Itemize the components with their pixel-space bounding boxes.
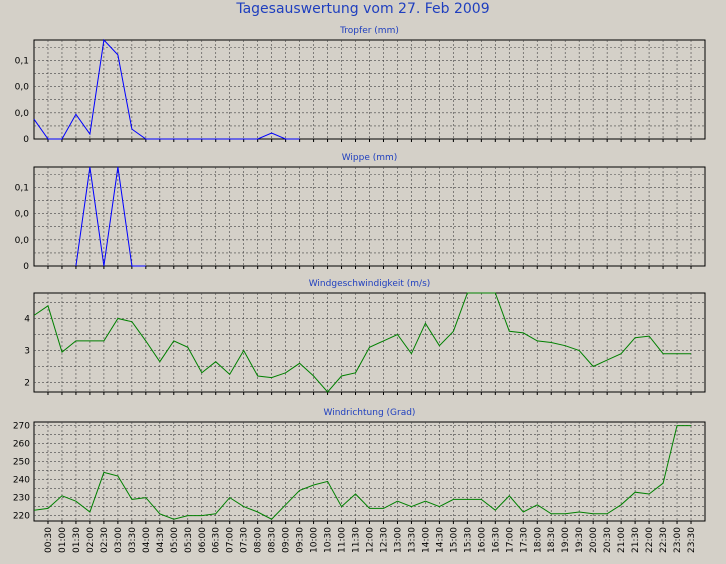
- x-tick-label: 07:30: [240, 527, 250, 553]
- x-tick-label: 12:30: [379, 527, 389, 553]
- x-tick-label: 14:30: [435, 527, 445, 553]
- x-tick-label: 13:30: [407, 527, 417, 553]
- x-tick-label: 21:30: [631, 527, 641, 553]
- x-tick-label: 04:30: [156, 527, 166, 553]
- x-tick-label: 04:00: [142, 527, 152, 553]
- x-tick-label: 01:30: [72, 527, 82, 553]
- x-tick-label: 21:00: [617, 527, 627, 553]
- x-tick-label: 22:30: [659, 527, 669, 553]
- chart-panel-1: Tropfer (mm) 0 0,0 0,0 0,1: [15, 26, 706, 145]
- y-tick-label: 0: [23, 262, 29, 272]
- x-tick-label: 17:00: [505, 527, 515, 553]
- y-tick-label: 3: [24, 346, 30, 356]
- x-tick-label: 15:00: [449, 527, 459, 553]
- y-tick-label: 0,1: [15, 56, 29, 66]
- x-tick-label: 13:00: [393, 527, 403, 553]
- y-tick-label: 260: [13, 440, 30, 450]
- x-tick-label: 09:00: [282, 527, 292, 553]
- x-tick-label: 16:00: [477, 527, 487, 553]
- x-tick-label: 03:30: [128, 527, 138, 553]
- x-tick-label: 09:30: [296, 527, 306, 553]
- x-tick-label: 00:30: [44, 527, 54, 553]
- x-tick-label: 02:30: [100, 527, 110, 553]
- x-tick-label: 15:30: [463, 527, 473, 553]
- x-tick-label: 10:00: [310, 527, 320, 553]
- x-tick-label: 05:00: [170, 527, 180, 553]
- y-tick-label: 240: [13, 476, 30, 486]
- chart-panel-4: Windrichtung (Grad) 220 230 240 250 260 270 00:…: [13, 408, 706, 553]
- x-tick-label: 16:30: [491, 527, 501, 553]
- x-tick-label: 10:30: [324, 527, 334, 553]
- x-tick-label: 23:30: [687, 527, 697, 553]
- x-tick-label: 19:30: [575, 527, 585, 553]
- x-tick-label: 05:30: [184, 527, 194, 553]
- y-tick-label: 0: [23, 135, 29, 145]
- series-line-1: [33, 425, 691, 520]
- x-tick-label: 18:30: [547, 527, 557, 553]
- x-tick-label: 01:00: [58, 527, 68, 553]
- x-tick-label: 02:00: [86, 527, 96, 553]
- series-line-1: [75, 166, 146, 267]
- page-title: Tagesauswertung vom 27. Feb 2009: [236, 1, 490, 17]
- x-tick-label: 20:30: [603, 527, 613, 553]
- y-tick-label: 0,0: [15, 109, 30, 119]
- x-tick-label: 18:00: [533, 527, 543, 553]
- x-tick-label: 06:30: [212, 527, 222, 553]
- chart-title: Windgeschwindigkeit (m/s): [309, 279, 431, 289]
- y-tick-label: 270: [13, 422, 30, 432]
- x-tick-label: 12:00: [366, 527, 376, 553]
- chart-title: Windrichtung (Grad): [324, 408, 416, 418]
- y-tick-label: 230: [13, 494, 30, 504]
- y-tick-label: 220: [13, 512, 30, 522]
- series-line-1: [33, 292, 691, 393]
- chart-panel-3: Windgeschwindigkeit (m/s) 2 3 4: [24, 279, 706, 395]
- chart-title: Wippe (mm): [342, 153, 398, 163]
- y-tick-label: 0,1: [15, 183, 29, 193]
- chart-title: Tropfer (mm): [339, 26, 399, 36]
- y-tick-label: 0,0: [15, 210, 30, 220]
- x-tick-label: 20:00: [589, 527, 599, 553]
- y-tick-label: 4: [24, 315, 30, 325]
- x-tick-label: 08:30: [268, 527, 278, 553]
- x-tick-label: 08:00: [254, 527, 264, 553]
- y-tick-label: 2: [24, 378, 30, 388]
- x-tick-label: 07:00: [226, 527, 236, 553]
- x-tick-label: 03:00: [114, 527, 124, 553]
- series-line-1: [33, 38, 300, 140]
- chart-panel-2: Wippe (mm) 0 0,0 0,0 0,1: [15, 153, 706, 272]
- x-tick-label: 11:30: [352, 527, 362, 553]
- x-tick-label: 19:00: [561, 527, 571, 553]
- y-tick-label: 0,0: [15, 236, 30, 246]
- y-tick-label: 250: [13, 458, 30, 468]
- x-tick-label: 14:00: [421, 527, 431, 553]
- y-tick-label: 0,0: [15, 83, 30, 93]
- x-tick-label: 06:00: [198, 527, 208, 553]
- x-tick-label: 23:00: [673, 527, 683, 553]
- x-tick-label: 22:00: [645, 527, 655, 553]
- x-tick-label: 11:00: [338, 527, 348, 553]
- x-tick-label: 17:30: [519, 527, 529, 553]
